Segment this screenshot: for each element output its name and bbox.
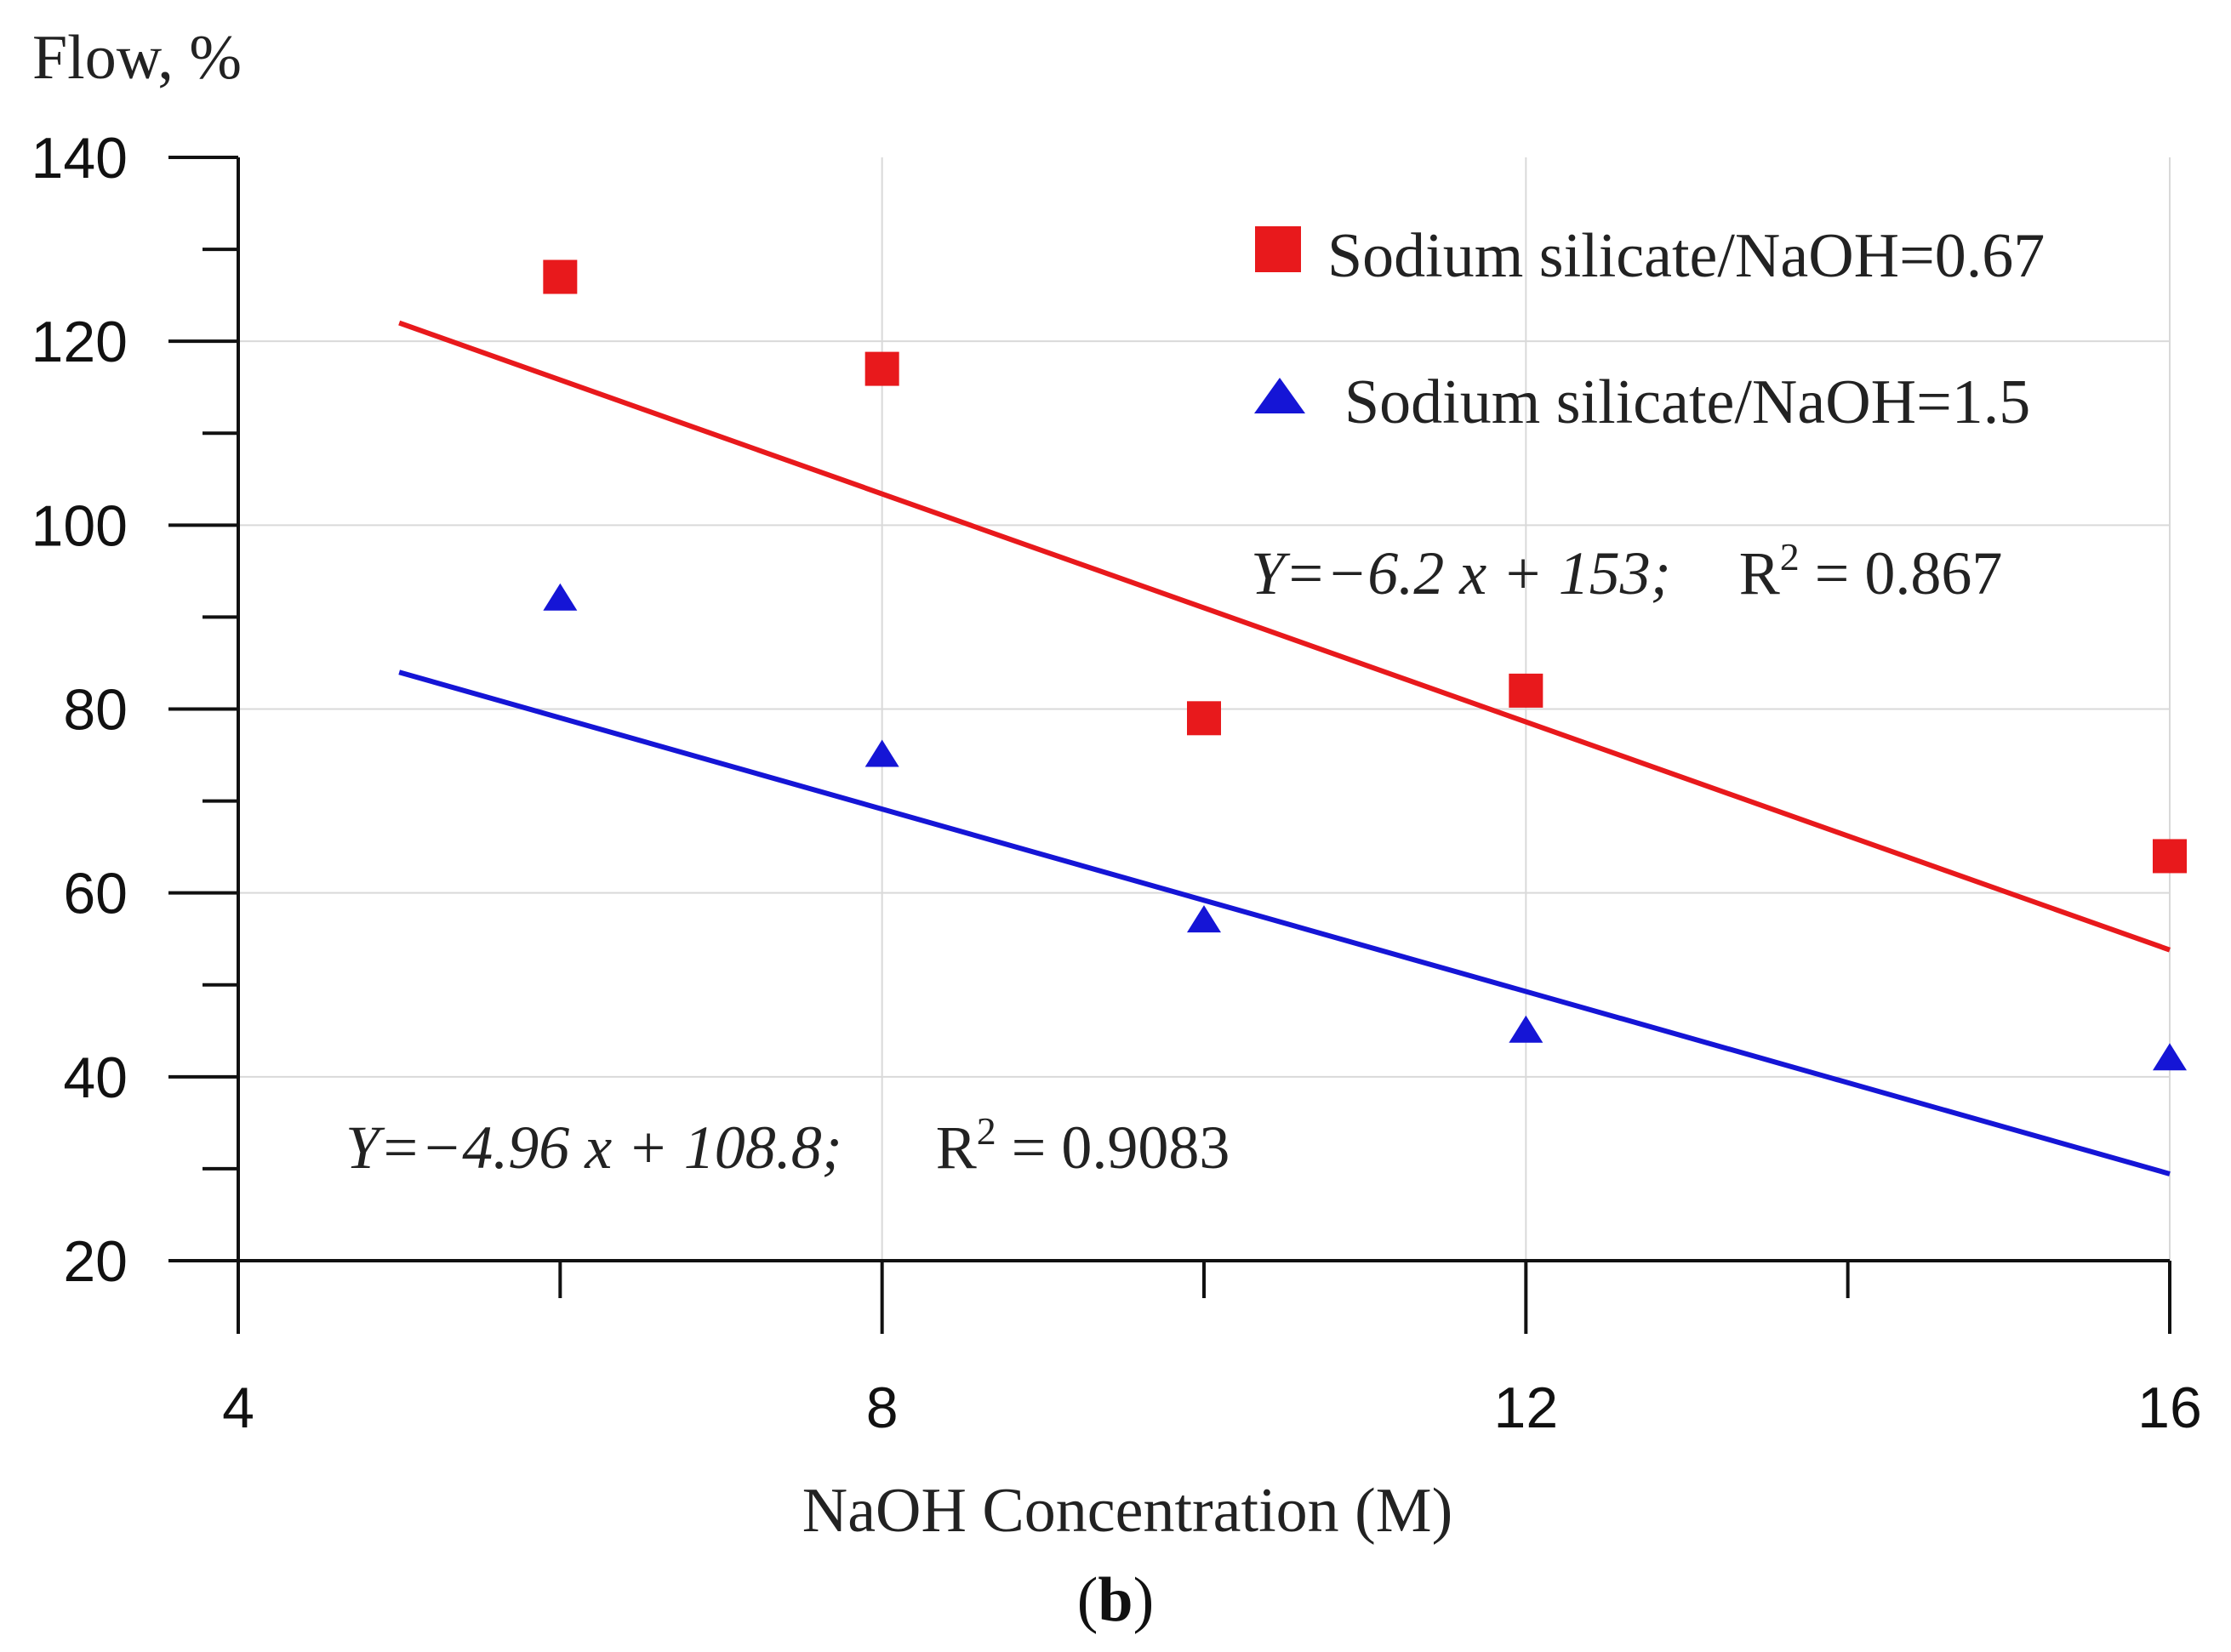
data-point-square <box>1187 701 1221 736</box>
x-tick-label: 4 <box>222 1376 254 1440</box>
data-point-square <box>1509 673 1543 708</box>
legend-marker-square <box>1255 226 1301 272</box>
y-tick-label: 20 <box>63 1229 128 1294</box>
x-axis-title: NaOH Concentration (M) <box>802 1476 1452 1546</box>
legend-label-series-2: Sodium silicate/NaOH=1.5 <box>1344 367 2030 437</box>
y-tick-label: 80 <box>63 678 128 743</box>
equation-series-2: Y=−4.96 x + 108.8; R2 = 0.9083 <box>345 1109 1230 1182</box>
y-tick-label: 40 <box>63 1045 128 1110</box>
y-axis-title: Flow, % <box>32 23 242 93</box>
data-points <box>543 259 2187 1071</box>
data-point-square <box>2153 839 2187 874</box>
data-point-triangle <box>1509 1015 1543 1043</box>
data-point-triangle <box>1187 905 1221 933</box>
regression-lines <box>398 320 2171 1176</box>
axes: 20 40 60 80 100 120 140 4 8 12 16 <box>31 126 2202 1440</box>
y-tick-label: 140 <box>31 126 128 191</box>
y-tick-label: 100 <box>31 493 128 558</box>
fit-line-series-2 <box>398 669 2171 1176</box>
legend-label-series-1: Sodium silicate/NaOH=0.67 <box>1327 221 2045 291</box>
panel-label: (b) <box>1077 1565 1154 1635</box>
x-tick-label: 12 <box>1494 1376 1559 1440</box>
y-tick-label: 60 <box>63 862 128 926</box>
legend-marker-triangle <box>1254 378 1305 413</box>
data-point-square <box>864 351 899 386</box>
x-tick-label: 8 <box>866 1376 899 1440</box>
legend: Sodium silicate/NaOH=0.67 Sodium silicat… <box>1254 221 2045 437</box>
equation-series-1: Y=−6.2 x + 153; R2 = 0.867 <box>1251 535 2002 607</box>
data-point-square <box>543 259 578 294</box>
fit-line-series-1 <box>398 320 2171 953</box>
data-point-triangle <box>864 739 899 767</box>
y-tick-label: 120 <box>31 310 128 374</box>
x-tick-label: 16 <box>2137 1376 2202 1440</box>
data-point-triangle <box>2153 1043 2187 1071</box>
data-point-triangle <box>543 583 578 611</box>
